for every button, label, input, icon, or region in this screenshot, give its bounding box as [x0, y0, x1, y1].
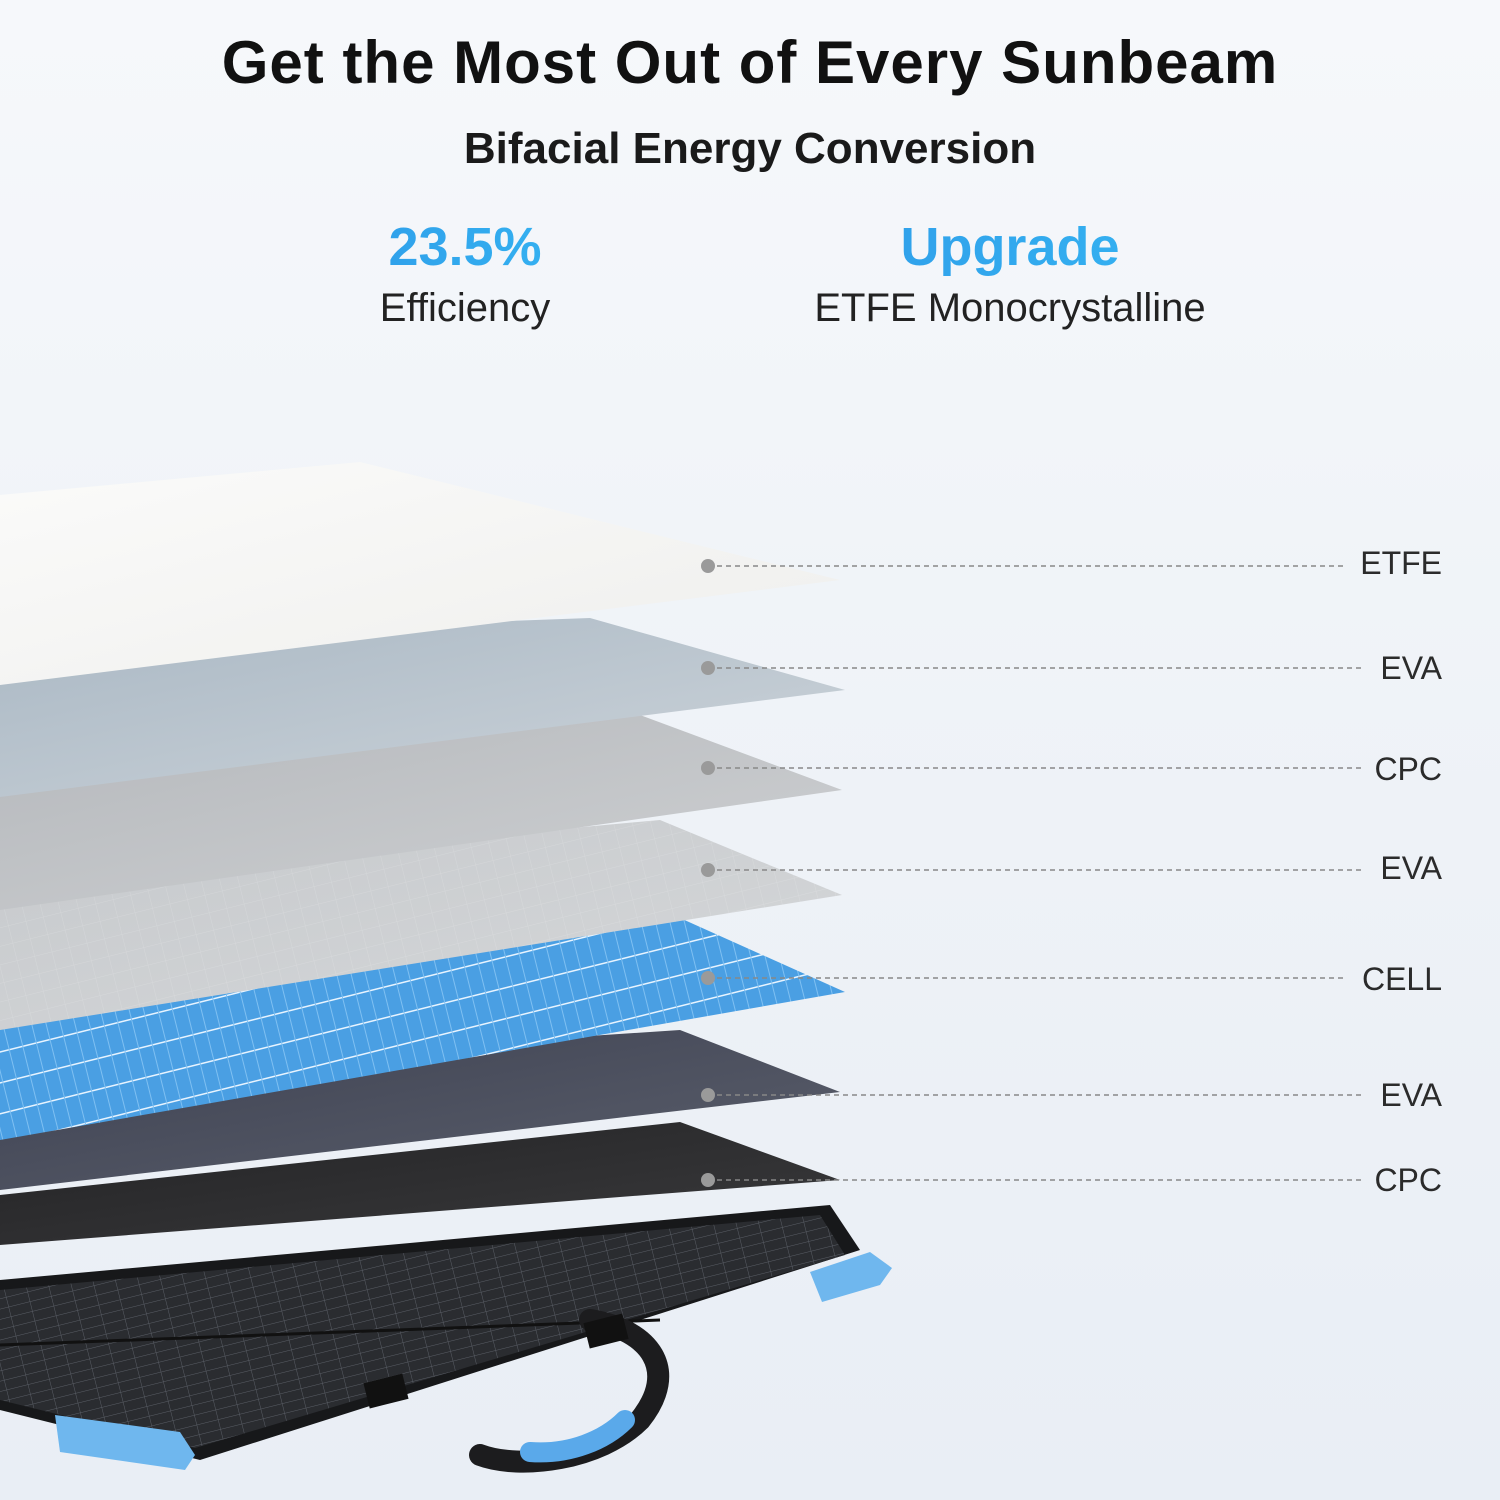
- stat-efficiency-caption: Efficiency: [379, 286, 551, 330]
- page-subtitle: Bifacial Energy Conversion: [463, 124, 1037, 173]
- layer-cpc-dark: [0, 1122, 840, 1245]
- layer-label-etfe: ETFE: [1360, 545, 1442, 581]
- stat-upgrade-value: Upgrade: [760, 212, 1260, 282]
- stat-efficiency: 23.5% Efficiency: [300, 212, 630, 332]
- layer-label-eva-2: EVA: [1380, 850, 1442, 886]
- solar-panel-base: [0, 1205, 892, 1473]
- layer-label-cell: CELL: [1361, 961, 1442, 997]
- callout-dots: [701, 559, 715, 1187]
- page-title: Get the Most Out of Every Sunbeam: [221, 29, 1279, 96]
- stat-upgrade: Upgrade ETFE Monocrystalline: [760, 212, 1260, 332]
- layer-label-cpc-1: CPC: [1374, 751, 1442, 787]
- layer-label-eva-1: EVA: [1380, 650, 1442, 686]
- stat-upgrade-caption: ETFE Monocrystalline: [814, 286, 1206, 330]
- corner-guard-icon: [810, 1252, 892, 1302]
- layer-label-cpc-2: CPC: [1374, 1162, 1442, 1198]
- layer-label-eva-3: EVA: [1380, 1077, 1442, 1113]
- layer-eva-light: [0, 618, 845, 797]
- stat-efficiency-value: 23.5%: [300, 212, 630, 282]
- corner-guard-icon: [55, 1415, 195, 1470]
- handle-icon: [363, 1309, 670, 1473]
- callout-leaders: [708, 565, 1365, 1181]
